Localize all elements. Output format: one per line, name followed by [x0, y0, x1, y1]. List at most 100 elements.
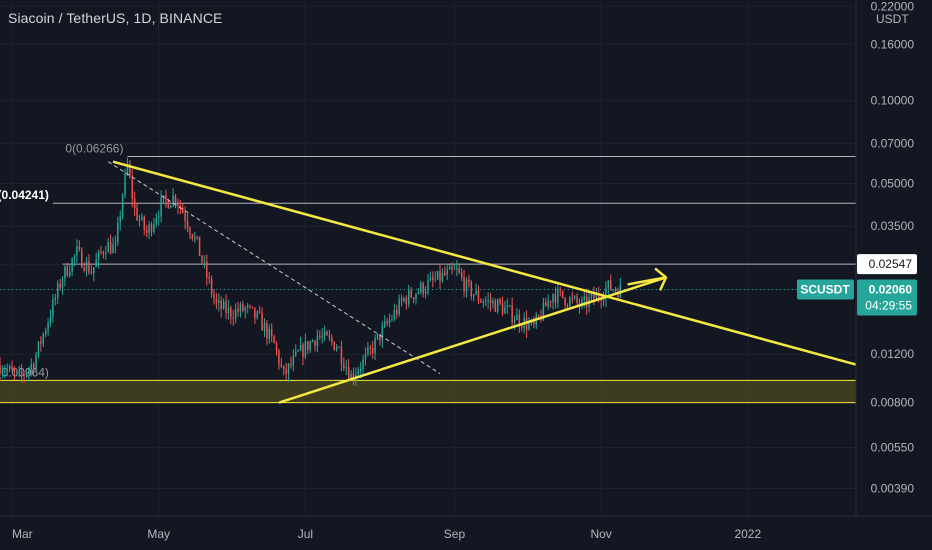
candle-body: [184, 213, 186, 221]
candle-body: [331, 337, 333, 342]
candle-body: [16, 371, 18, 373]
candle-body: [388, 319, 391, 323]
candle-body: [273, 335, 275, 343]
candle-body: [25, 373, 28, 376]
candle-body: [326, 331, 328, 336]
candle-body: [338, 347, 340, 349]
time-tick-label: Jul: [298, 527, 313, 541]
candle-body: [136, 207, 138, 220]
candle-body: [242, 304, 244, 311]
candle-body: [44, 330, 47, 334]
ticker-badge: [797, 279, 854, 300]
candle-body: [0, 364, 1, 374]
candle-body: [167, 199, 170, 209]
candle-body: [319, 336, 321, 338]
candle-body: [391, 318, 393, 320]
candle-body: [487, 299, 489, 301]
candle-body: [557, 288, 559, 303]
candle-body: [8, 366, 11, 370]
candle-body: [20, 371, 23, 375]
candle-body: [456, 267, 458, 269]
candle-body: [49, 317, 52, 323]
candle-body: [131, 176, 133, 199]
price-tick-label: 0.00800: [871, 396, 915, 410]
candle-body: [177, 202, 179, 206]
candle-body: [194, 236, 196, 239]
candle-body: [297, 350, 299, 352]
candle-body: [102, 252, 105, 254]
candle-body: [393, 309, 396, 319]
candle-body: [590, 292, 593, 298]
candle-body: [268, 328, 271, 339]
candle-body: [362, 359, 364, 370]
candle-body: [61, 279, 64, 288]
candle-body: [133, 198, 136, 208]
trendline-descending: [112, 160, 857, 366]
candle-body: [516, 314, 518, 321]
candle-body: [463, 277, 465, 292]
trendlines: [107, 160, 857, 404]
candle-body: [126, 163, 129, 174]
candle-body: [571, 297, 574, 299]
candle-body: [537, 315, 540, 317]
price-tick-label: 0.05000: [871, 177, 915, 191]
candle-body: [309, 341, 311, 351]
candle-body: [482, 302, 485, 304]
last-price-badge: [857, 279, 917, 316]
candle-body: [468, 279, 470, 283]
candle-body: [561, 290, 564, 298]
candle-body: [13, 369, 16, 372]
candle-body: [593, 292, 595, 299]
candle-body: [220, 300, 222, 309]
candle-body: [100, 251, 102, 253]
candle-body: [64, 266, 66, 280]
candle-body: [595, 292, 598, 299]
candle-body: [85, 261, 88, 271]
candle-body: [254, 307, 256, 318]
candle-body: [278, 350, 280, 365]
candle-body: [153, 223, 155, 232]
candle-body: [244, 307, 247, 311]
candle-body: [614, 289, 617, 291]
candle-body: [307, 341, 309, 351]
candle-body: [549, 300, 552, 303]
candle-body: [472, 294, 475, 297]
candle-body: [545, 302, 547, 307]
candle-body: [357, 370, 360, 375]
time-axis[interactable]: Mar May Jul Sep Nov 2022: [0, 515, 932, 541]
time-tick-label: Nov: [590, 527, 611, 541]
candle-body: [222, 301, 225, 309]
candle-body: [169, 205, 172, 209]
candle-body: [314, 340, 316, 346]
candle-body: [261, 312, 263, 331]
candle-body: [458, 267, 461, 273]
candle-body: [345, 367, 347, 369]
candle-body: [42, 333, 45, 344]
candle-body: [316, 336, 319, 346]
candle-body: [381, 326, 384, 341]
candle-body: [333, 341, 335, 350]
projection-arrowhead: [654, 267, 668, 291]
candle-body: [258, 311, 261, 313]
candle-body: [492, 300, 494, 304]
projection-arrow: [627, 276, 667, 286]
candle-body: [444, 272, 446, 275]
candle-body: [496, 299, 499, 312]
candle-body: [52, 299, 54, 318]
candle-body: [612, 289, 614, 291]
candle-body: [172, 195, 174, 206]
candle-body: [40, 341, 42, 344]
candle-body: [434, 279, 436, 281]
candle-body: [542, 302, 545, 320]
price-axis[interactable]: 0.22000 0.16000 0.10000 0.07000 0.05000 0.035…: [797, 0, 917, 516]
candle-body: [213, 293, 215, 299]
candle-body: [129, 163, 131, 177]
candle-body: [576, 296, 578, 303]
candle-body: [554, 294, 557, 303]
candle-body: [352, 373, 355, 379]
candle-body: [109, 242, 112, 254]
candle-body: [203, 261, 206, 263]
candle-body: [583, 296, 586, 300]
candle-body: [489, 299, 492, 304]
